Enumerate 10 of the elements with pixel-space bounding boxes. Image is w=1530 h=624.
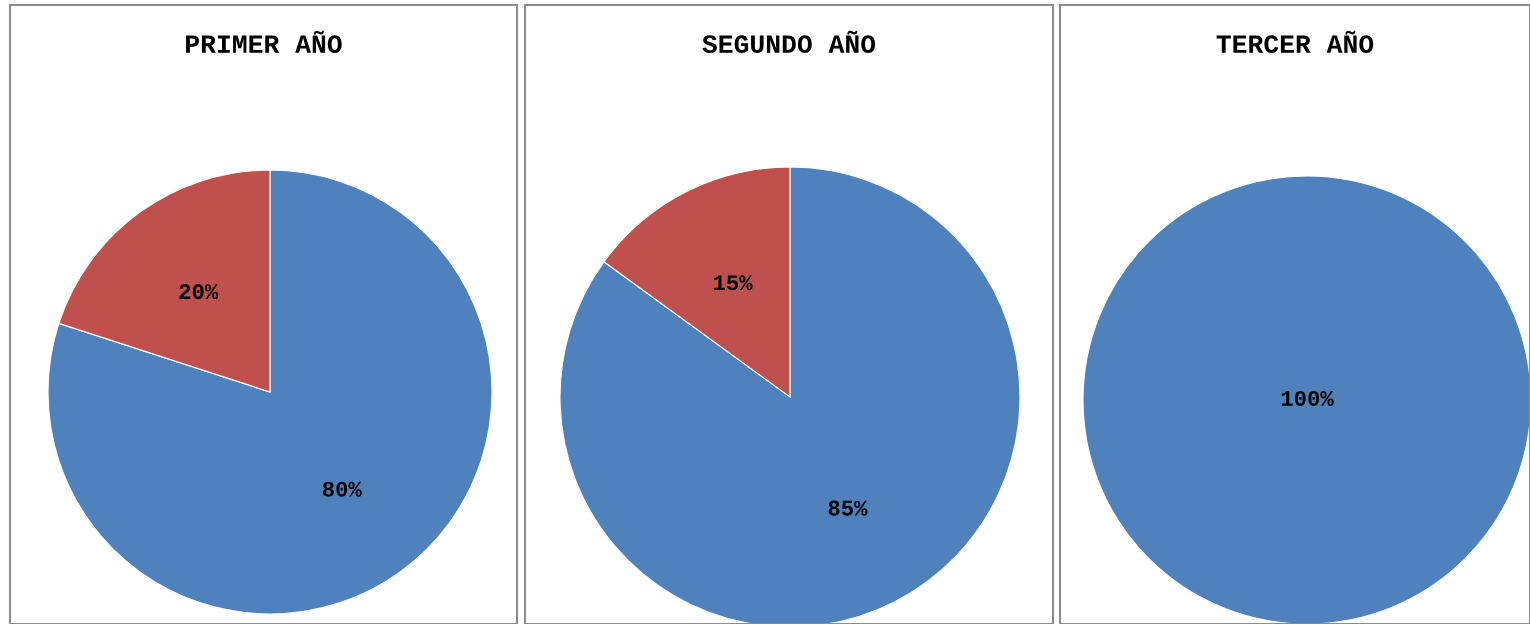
data-label: 20% [179,284,219,300]
pie-slice [559,166,1021,624]
data-label: 15% [714,275,753,291]
data-label: 80% [322,481,362,497]
chart-title: PRIMER AÑO [186,30,342,54]
chart-title: TERCER AÑO [1216,30,1374,54]
data-label: 85% [828,500,868,516]
chart-title: SEGUNDO AÑO [702,30,876,54]
pie-slice [47,169,493,615]
data-label: 100% [1281,390,1334,406]
